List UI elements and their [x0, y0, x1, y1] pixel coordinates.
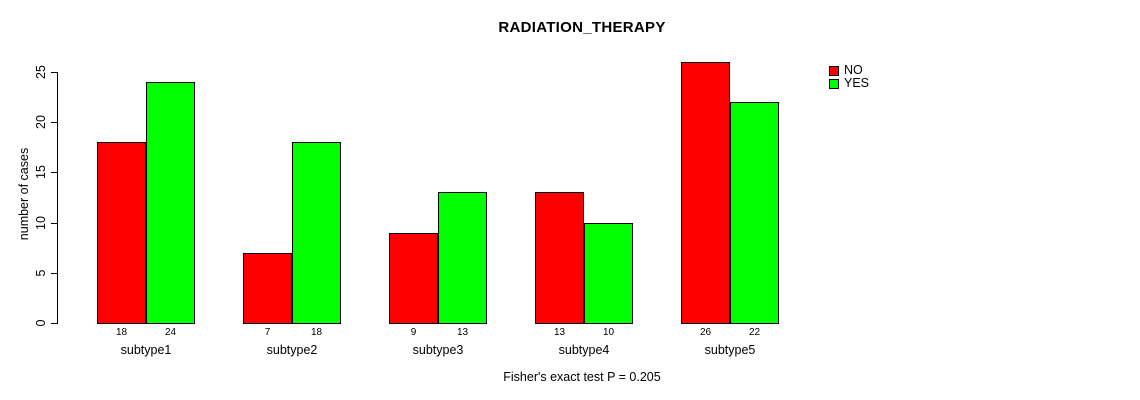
category-label-subtype3: subtype3	[412, 343, 464, 357]
bar-no-subtype1	[97, 142, 146, 324]
y-tick-mark	[51, 223, 57, 224]
bar-value-label-no-subtype3: 9	[410, 327, 417, 338]
legend-label-no: NO	[844, 63, 863, 77]
bar-value-label-no-subtype5: 26	[699, 327, 712, 338]
legend-swatch-yes	[829, 78, 839, 89]
bar-yes-subtype1	[146, 82, 195, 324]
bar-yes-subtype2	[292, 142, 341, 324]
bar-value-label-yes-subtype1: 24	[164, 327, 177, 338]
y-tick-label: 20	[34, 115, 48, 129]
bar-no-subtype3	[389, 233, 438, 324]
legend: NO YES	[829, 64, 869, 90]
category-label-subtype1: subtype1	[120, 343, 172, 357]
y-tick-label: 10	[34, 216, 48, 230]
category-label-subtype4: subtype4	[558, 343, 610, 357]
y-tick-mark	[51, 273, 57, 274]
bar-yes-subtype3	[438, 192, 487, 324]
bar-no-subtype4	[535, 192, 584, 324]
y-tick-label: 25	[34, 65, 48, 79]
statistical-test-caption: Fisher's exact test P = 0.205	[503, 370, 661, 384]
y-tick-mark	[51, 172, 57, 173]
y-tick-label: 0	[34, 319, 48, 327]
y-tick-label: 5	[34, 269, 48, 277]
legend-swatch-no	[829, 65, 839, 76]
y-tick-mark	[51, 72, 57, 73]
y-tick-mark	[51, 323, 57, 324]
legend-item-no: NO	[829, 64, 869, 77]
bar-value-label-yes-subtype2: 18	[310, 327, 323, 338]
y-tick-mark	[51, 122, 57, 123]
category-label-subtype5: subtype5	[704, 343, 756, 357]
bar-value-label-yes-subtype5: 22	[748, 327, 761, 338]
y-axis-title: number of cases	[17, 147, 31, 241]
category-label-subtype2: subtype2	[266, 343, 318, 357]
bar-value-label-no-subtype4: 13	[553, 327, 566, 338]
y-tick-label: 15	[34, 165, 48, 179]
bar-value-label-no-subtype1: 18	[115, 327, 128, 338]
legend-label-yes: YES	[844, 76, 870, 90]
bar-value-label-yes-subtype4: 10	[602, 327, 615, 338]
bar-no-subtype5	[681, 62, 730, 324]
legend-item-yes: YES	[829, 77, 869, 90]
bar-value-label-yes-subtype3: 13	[456, 327, 469, 338]
bar-value-label-no-subtype2: 7	[264, 327, 271, 338]
bar-yes-subtype5	[730, 102, 779, 324]
bar-no-subtype2	[243, 253, 292, 324]
y-axis-line	[57, 72, 58, 324]
chart-title: RADIATION_THERAPY	[498, 19, 666, 36]
bar-yes-subtype4	[584, 223, 633, 324]
